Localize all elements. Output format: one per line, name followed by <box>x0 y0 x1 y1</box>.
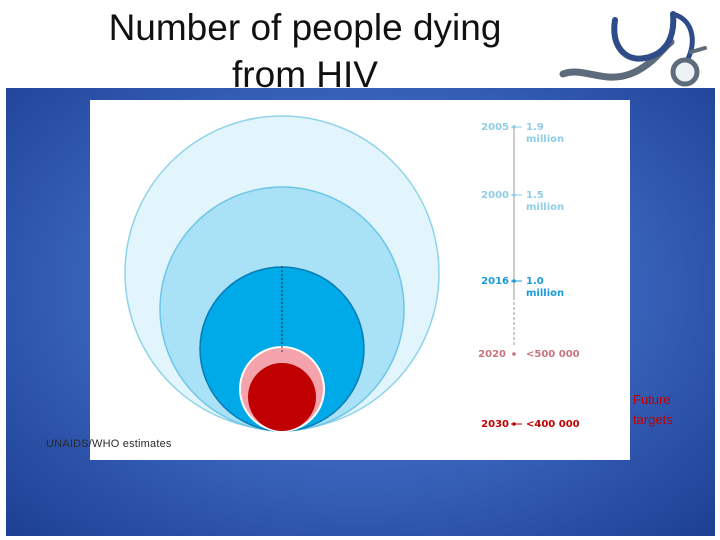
timeline-year: 2030 <box>481 419 509 430</box>
timeline-value: 1.5 <box>526 190 544 201</box>
timeline-row-2016: 2016 1.0 million <box>481 276 564 299</box>
slide-title-line-1: Number of people dying <box>108 7 502 48</box>
timeline-year: 2016 <box>481 276 509 287</box>
stethoscope-icon <box>559 11 707 87</box>
timeline-value: 1.0 <box>526 276 544 287</box>
slide-title: Number of people dying from HIV <box>60 4 550 98</box>
source-note: UNAIDS/WHO estimates <box>46 438 172 450</box>
timeline-row-2005: 2005 1.9 million <box>481 122 564 145</box>
deaths-infographic: 2005 1.9 million 2000 1.5 million 2016 1… <box>124 115 580 432</box>
timeline-value: 1.9 <box>526 122 544 133</box>
timeline-row-2030: 2030 <400 000 <box>481 419 579 430</box>
timeline-value-unit: million <box>526 288 564 299</box>
circle-2030 <box>248 363 316 431</box>
future-targets-line-2: targets <box>633 412 673 427</box>
timeline-row-2000: 2000 1.5 million <box>481 190 564 213</box>
timeline-year: 2020 <box>478 349 506 360</box>
timeline-row-2020: 2020 <500 000 <box>478 349 579 360</box>
future-targets-label: Future targets <box>633 390 673 430</box>
future-targets-line-1: Future <box>633 392 671 407</box>
timeline-value: <500 000 <box>526 349 580 360</box>
infographic-area: 2005 1.9 million 2000 1.5 million 2016 1… <box>90 100 630 460</box>
timeline-value: <400 000 <box>526 419 580 430</box>
timeline-year: 2005 <box>481 122 509 133</box>
timeline-value-unit: million <box>526 134 564 145</box>
timeline-value-unit: million <box>526 202 564 213</box>
timeline-year: 2000 <box>481 190 509 201</box>
